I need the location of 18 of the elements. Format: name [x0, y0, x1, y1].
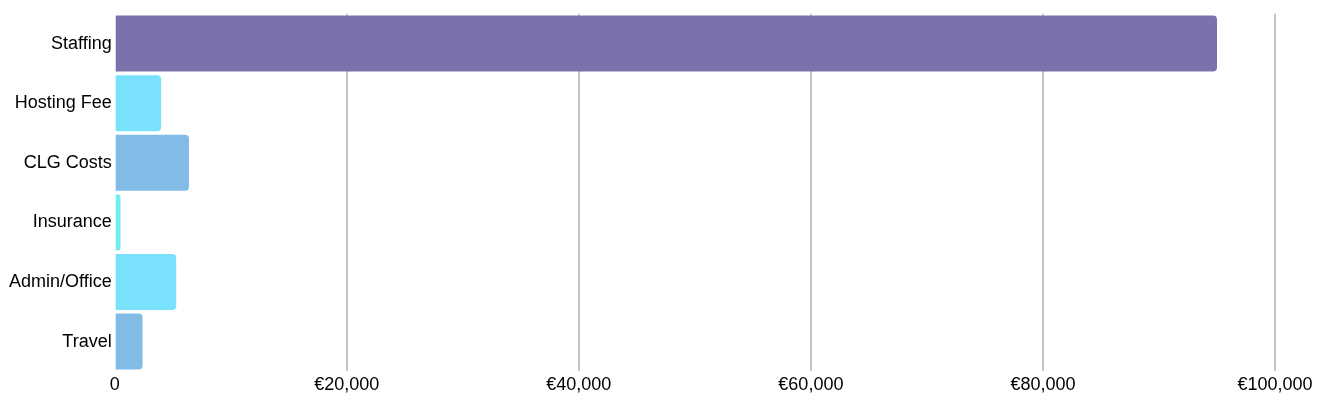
y-tick-label: Staffing [50, 32, 112, 53]
bar [115, 134, 189, 191]
bar [115, 313, 143, 370]
x-tick-label: €100,000 [1237, 374, 1313, 395]
y-tick-label: Travel [62, 330, 112, 351]
x-tick-label: €60,000 [778, 374, 844, 395]
bar [115, 253, 177, 311]
x-tick-label: €80,000 [1010, 374, 1076, 395]
y-tick-label: Admin/Office [8, 270, 112, 291]
bar [115, 15, 1217, 72]
y-tick-label: CLG Costs [23, 151, 112, 172]
x-tick-label: 0 [109, 374, 120, 395]
bar [115, 75, 162, 132]
x-tick-label: €20,000 [314, 374, 380, 395]
bar [115, 194, 121, 251]
y-tick-label: Insurance [32, 211, 112, 232]
x-tick-label: €40,000 [546, 374, 612, 395]
y-tick-label: Hosting Fee [14, 92, 112, 113]
